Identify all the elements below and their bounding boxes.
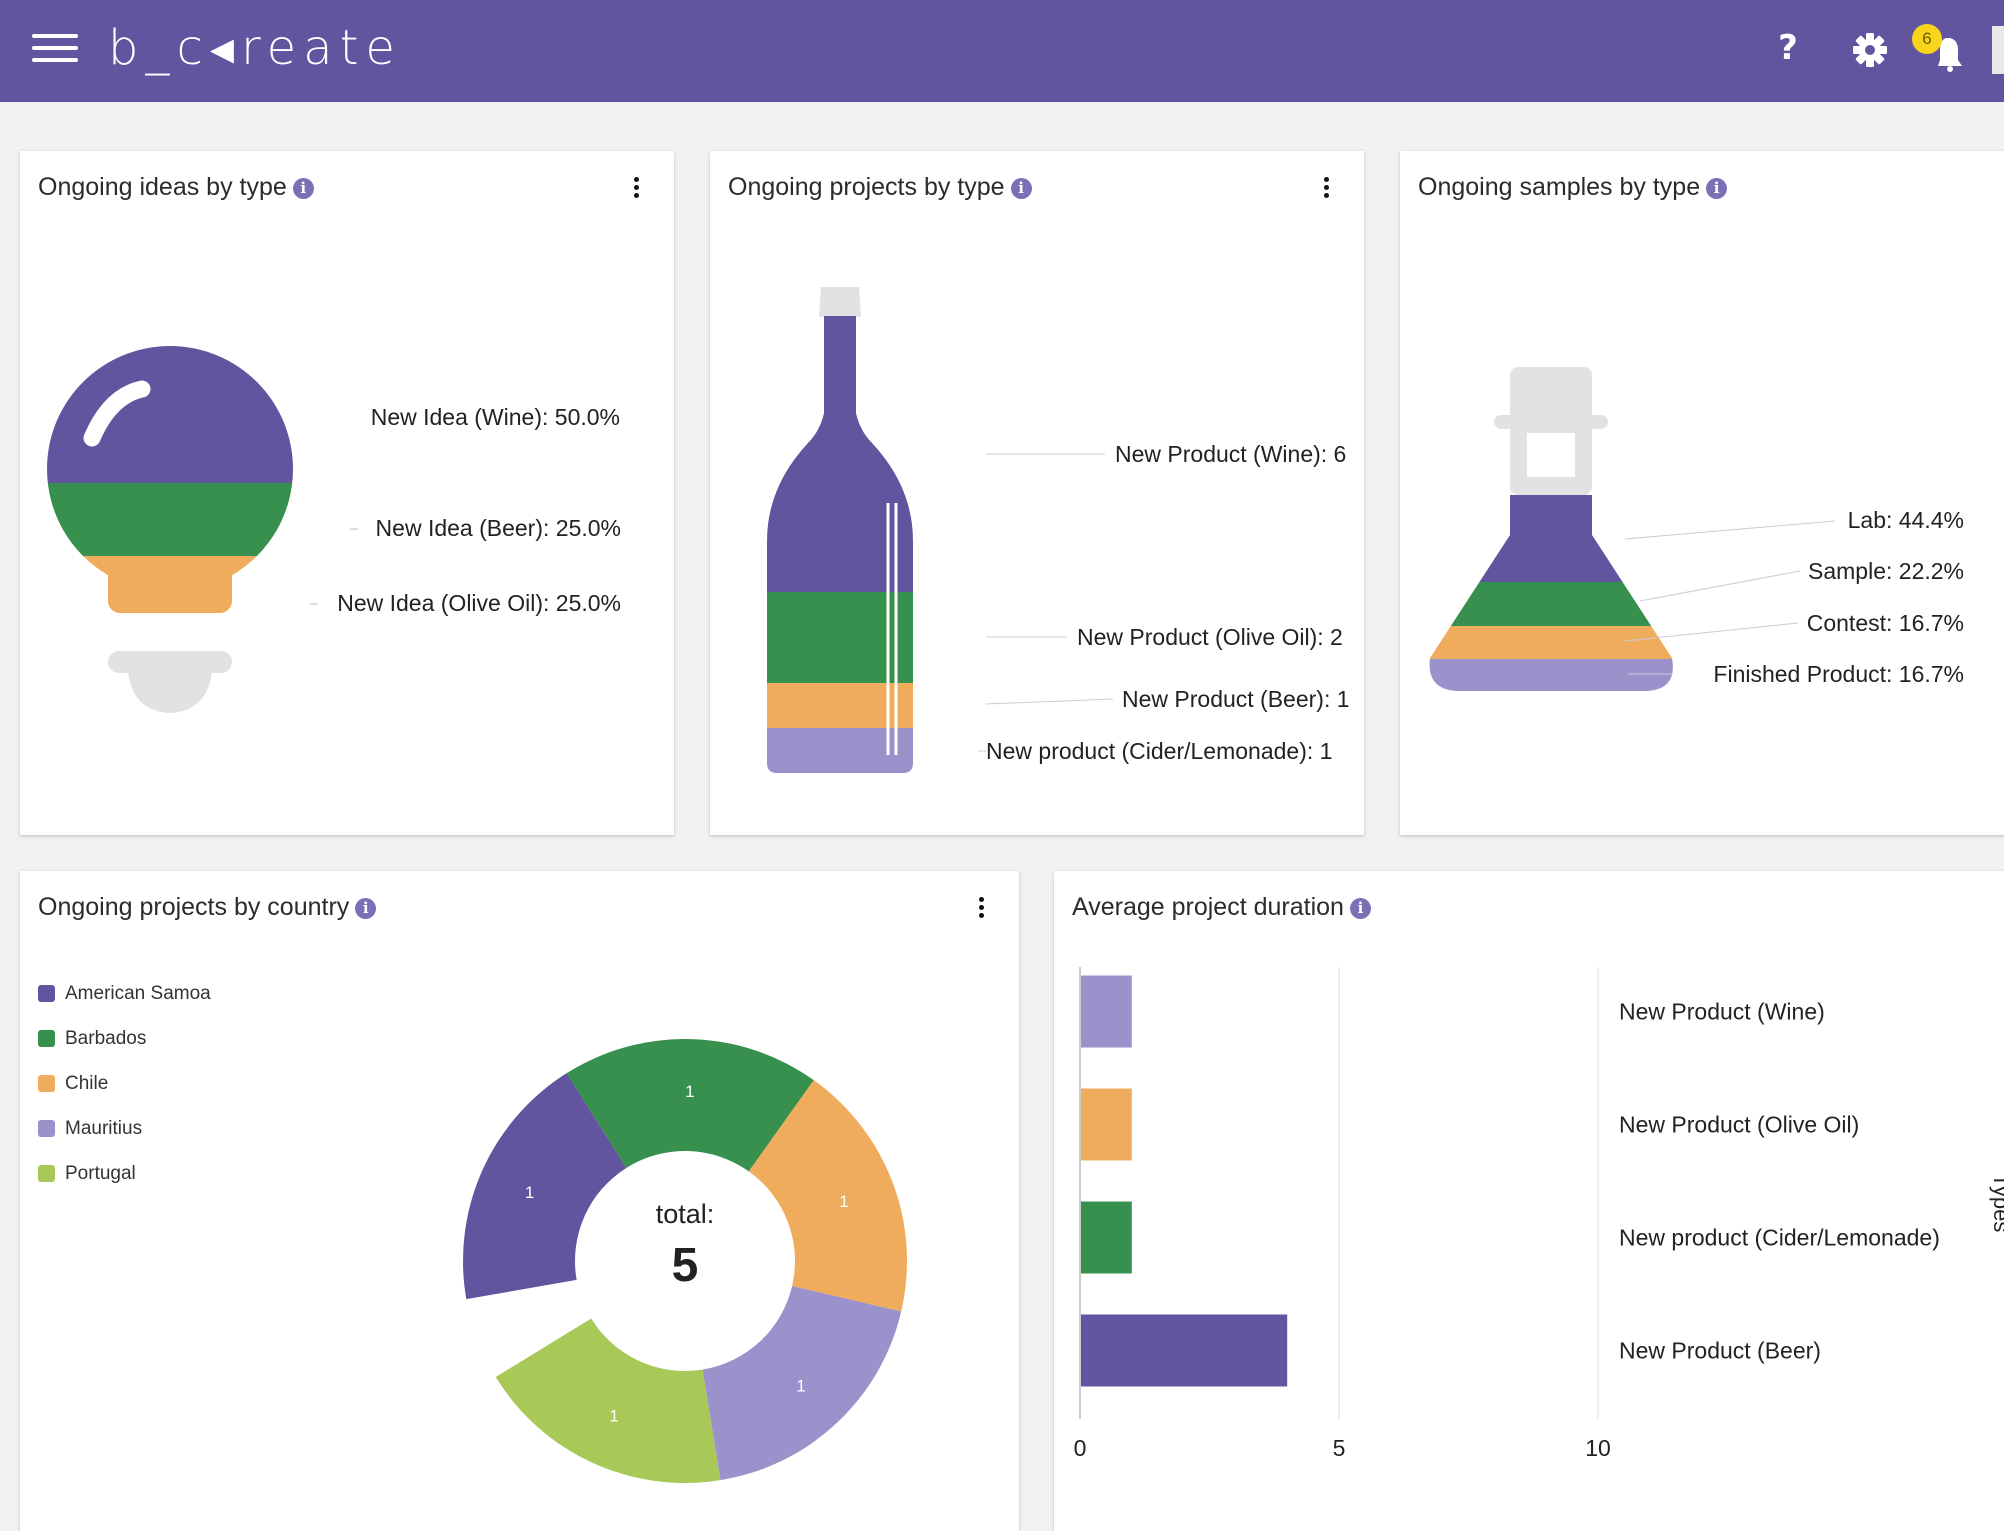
bottle-chart: New Product (Wine): 6 New Product (Olive… <box>767 287 1350 773</box>
duration-bar-chart: 0 5 10 New Product (Wine) New Product (Oliv… <box>1074 967 2004 1461</box>
bulb-slice-olive-oil <box>47 556 293 613</box>
legend-swatch <box>38 1075 55 1092</box>
label-new-idea-olive-oil: New Idea (Olive Oil): 25.0% <box>337 590 621 616</box>
help-icon[interactable]: ? <box>1778 28 1798 68</box>
donut-value-label: 1 <box>839 1192 848 1211</box>
legend-swatch <box>38 1165 55 1182</box>
card-title: Ongoing samples by type i <box>1418 173 1728 202</box>
category-label: New Product (Beer) <box>1619 1338 1821 1364</box>
category-label: New product (Cider/Lemonade) <box>1619 1225 1940 1251</box>
countries-card: Ongoing projects by country i American Sa… <box>20 871 1019 1531</box>
info-icon[interactable]: i <box>1706 178 1728 199</box>
app-logo[interactable]: b_c◂reate <box>108 20 402 76</box>
category-label: New Product (Wine) <box>1619 999 1825 1025</box>
duration-card: Average project duration i 0 5 10 New Produ… <box>1054 871 2004 1531</box>
label-new-product-cider: New product (Cider/Lemonade): 1 <box>986 738 1332 764</box>
more-options-icon[interactable] <box>1316 177 1336 207</box>
ideas-card: Ongoing ideas by type i New Idea (Wine): … <box>20 151 674 835</box>
donut-slice-barbados[interactable] <box>566 1039 814 1172</box>
donut-slice-mauritius[interactable] <box>702 1286 902 1481</box>
more-options-icon[interactable] <box>626 177 646 207</box>
duration-bar[interactable] <box>1081 1314 1288 1387</box>
duration-bar[interactable] <box>1081 1088 1132 1161</box>
info-icon[interactable]: i <box>1349 898 1371 919</box>
donut-value-label: 1 <box>525 1183 534 1202</box>
legend-swatch <box>38 1030 55 1047</box>
label-new-product-olive-oil: New Product (Olive Oil): 2 <box>1077 624 1343 650</box>
info-icon[interactable]: i <box>1010 178 1032 199</box>
projects-type-card: Ongoing projects by type i New Product (W… <box>710 151 1364 835</box>
menu-icon[interactable] <box>32 34 78 64</box>
donut-value-label: 1 <box>685 1082 694 1101</box>
bulb-slice-beer <box>47 483 293 556</box>
duration-bar[interactable] <box>1081 1201 1132 1274</box>
category-label: New Product (Olive Oil) <box>1619 1112 1859 1138</box>
donut-total-label: total: <box>656 1199 715 1229</box>
label-new-idea-beer: New Idea (Beer): 25.0% <box>376 515 621 541</box>
info-icon[interactable]: i <box>355 898 377 919</box>
info-icon[interactable]: i <box>292 178 314 199</box>
top-bar: b_c◂reate ? 6 <box>0 0 2004 102</box>
donut-total-value: 5 <box>672 1239 699 1292</box>
label-lab: Lab: 44.4% <box>1848 507 1964 533</box>
x-tick-label: 5 <box>1333 1435 1346 1461</box>
more-options-icon[interactable] <box>971 897 991 927</box>
card-title: Ongoing ideas by type i <box>38 173 314 202</box>
bell-icon[interactable]: 6 <box>1910 22 1970 74</box>
notification-badge: 6 <box>1912 24 1942 54</box>
card-title: Average project duration i <box>1072 893 1371 922</box>
flask-slice-sample <box>1429 582 1673 626</box>
country-legend: American Samoa Barbados Chile Mauritius … <box>38 971 211 1196</box>
legend-item[interactable]: Barbados <box>38 1016 211 1061</box>
duration-bar[interactable] <box>1081 975 1132 1048</box>
legend-item[interactable]: Portugal <box>38 1151 211 1196</box>
label-new-idea-wine: New Idea (Wine): 50.0% <box>371 404 620 430</box>
donut-value-label: 1 <box>796 1376 805 1395</box>
x-tick-label: 10 <box>1585 1435 1611 1461</box>
card-title: Ongoing projects by country i <box>38 893 377 922</box>
gear-icon[interactable] <box>1848 28 1892 72</box>
flask-chart: Lab: 44.4% Sample: 22.2% Contest: 16.7% … <box>1429 367 1964 691</box>
card-title: Ongoing projects by type i <box>728 173 1032 202</box>
avatar[interactable] <box>1992 26 2004 74</box>
samples-card: Ongoing samples by type i Lab: 44.4% Samp… <box>1400 151 2004 835</box>
y-axis-title: Types <box>1989 1174 2004 1233</box>
label-sample: Sample: 22.2% <box>1808 558 1964 584</box>
donut-slice-chile[interactable] <box>748 1080 907 1312</box>
bulb-slice-wine <box>47 346 293 483</box>
donut-slice-american-samoa[interactable] <box>463 1073 627 1300</box>
legend-item[interactable]: Mauritius <box>38 1106 211 1151</box>
donut-slice-portugal[interactable] <box>495 1318 721 1483</box>
flask-slice-contest <box>1429 626 1673 659</box>
label-contest: Contest: 16.7% <box>1807 610 1964 636</box>
country-donut-chart: 1 1 1 1 1 total: 5 <box>463 1039 907 1483</box>
x-tick-label: 0 <box>1074 1435 1087 1461</box>
donut-value-label: 1 <box>609 1406 618 1425</box>
label-new-product-beer: New Product (Beer): 1 <box>1122 686 1350 712</box>
legend-swatch <box>38 1120 55 1137</box>
label-finished-product: Finished Product: 16.7% <box>1713 661 1964 687</box>
legend-swatch <box>38 985 55 1002</box>
flask-slice-finished-product <box>1429 659 1673 691</box>
label-new-product-wine: New Product (Wine): 6 <box>1115 441 1346 467</box>
bulb-chart: New Idea (Wine): 50.0% New Idea (Beer): … <box>47 346 621 713</box>
legend-item[interactable]: American Samoa <box>38 971 211 1016</box>
legend-item[interactable]: Chile <box>38 1061 211 1106</box>
flask-slice-lab <box>1429 495 1673 582</box>
